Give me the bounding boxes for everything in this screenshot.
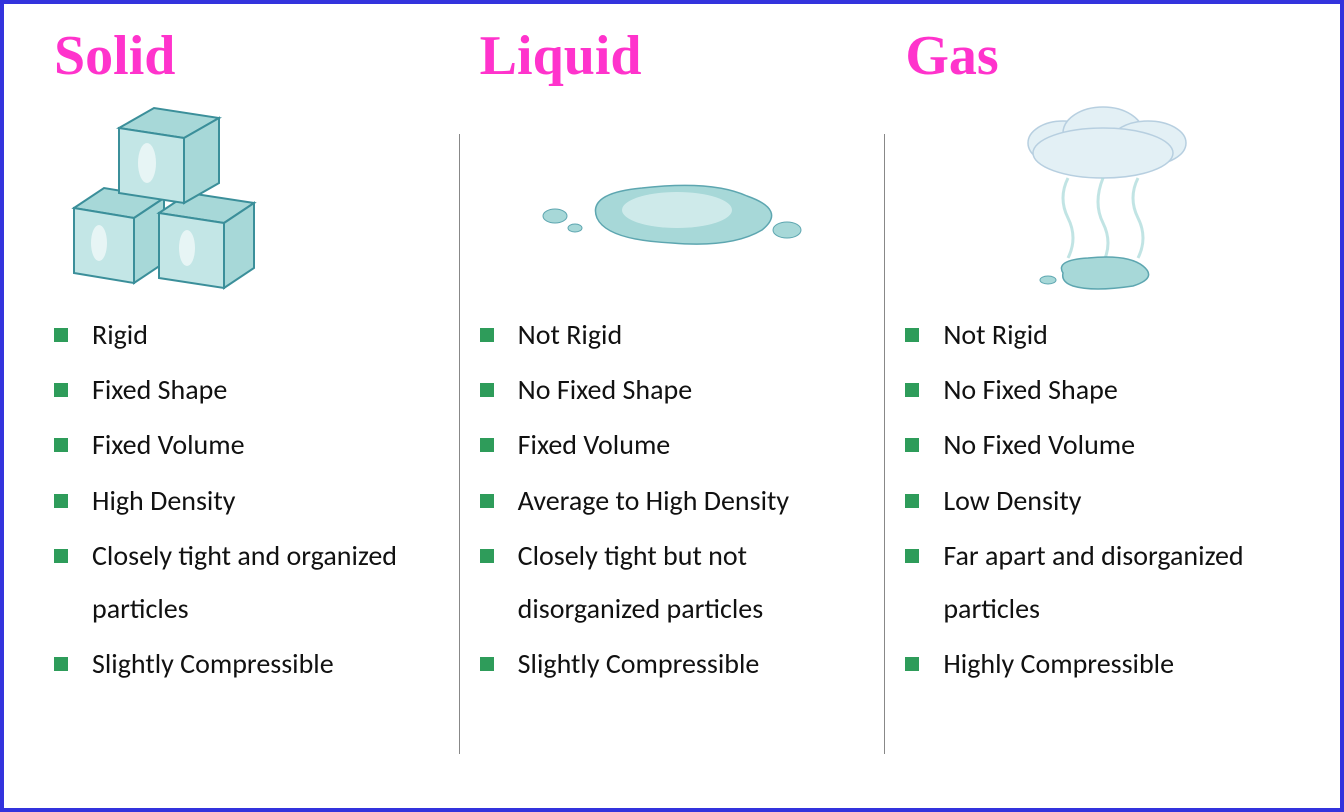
illustration-solid	[54, 98, 439, 298]
illustration-gas	[905, 98, 1290, 298]
list-item: No Fixed Shape	[905, 363, 1290, 416]
list-item: Closely tight but not disorganized parti…	[480, 529, 865, 635]
list-item: Rigid	[54, 308, 439, 361]
ice-cubes-icon	[64, 103, 284, 293]
list-item: Not Rigid	[480, 308, 865, 361]
title-liquid: Liquid	[480, 24, 865, 88]
cloud-steam-icon	[973, 98, 1233, 298]
list-item: Average to High Density	[480, 474, 865, 527]
list-item: No Fixed Volume	[905, 418, 1290, 471]
list-item: Fixed Shape	[54, 363, 439, 416]
list-item: Fixed Volume	[54, 418, 439, 471]
title-gas: Gas	[905, 24, 1290, 88]
column-liquid: Liquid Not Rigid No Fixed Shape Fixed Vo…	[460, 24, 885, 788]
properties-liquid: Not Rigid No Fixed Shape Fixed Volume Av…	[480, 308, 865, 692]
list-item: No Fixed Shape	[480, 363, 865, 416]
puddle-icon	[527, 138, 827, 258]
list-item: Closely tight and organized particles	[54, 529, 439, 635]
illustration-liquid	[480, 98, 865, 298]
properties-solid: Rigid Fixed Shape Fixed Volume High Dens…	[54, 308, 439, 692]
infographic-frame: Solid	[0, 0, 1344, 812]
list-item: Slightly Compressible	[480, 637, 865, 690]
properties-gas: Not Rigid No Fixed Shape No Fixed Volume…	[905, 308, 1290, 692]
column-solid: Solid	[34, 24, 459, 788]
list-item: Far apart and disorganized particles	[905, 529, 1290, 635]
column-gas: Gas Not Rigid No Fixed Sh	[885, 24, 1310, 788]
list-item: Not Rigid	[905, 308, 1290, 361]
list-item: Fixed Volume	[480, 418, 865, 471]
list-item: Low Density	[905, 474, 1290, 527]
list-item: Slightly Compressible	[54, 637, 439, 690]
title-solid: Solid	[54, 24, 439, 88]
list-item: Highly Compressible	[905, 637, 1290, 690]
list-item: High Density	[54, 474, 439, 527]
